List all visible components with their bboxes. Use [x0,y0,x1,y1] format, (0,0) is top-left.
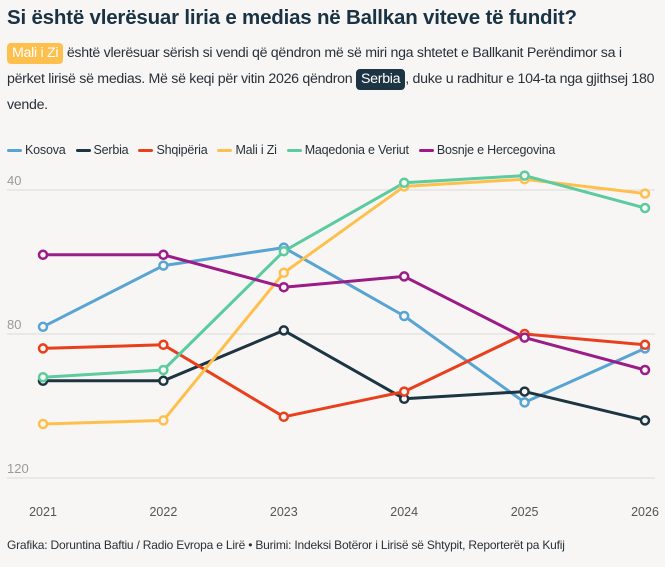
legend: Kosova Serbia Shqipëria Mali i Zi Maqedo… [7,143,555,157]
data-point[interactable] [639,202,651,214]
chart-footer-credit: Grafika: Doruntina Baftiu / Radio Evropa… [7,538,565,552]
data-point[interactable] [158,260,169,271]
legend-item-serbia[interactable]: Serbia [75,143,129,157]
y-tick-label: 80 [7,317,21,332]
legend-swatch [418,148,434,152]
series-line-shqip-ria[interactable] [42,332,646,419]
legend-item-mali-i-zi[interactable]: Mali i Zi [217,143,277,157]
data-point[interactable] [37,418,49,430]
y-axis-ticks: 40 80 120 [7,173,29,476]
series-lines [42,174,646,426]
legend-item-kosova[interactable]: Kosova [7,143,66,157]
data-point[interactable] [639,188,651,199]
x-tick-label: 2021 [29,505,57,519]
series-line-serbia[interactable] [43,328,646,422]
series-points [37,170,651,430]
legend-item-shqiperia[interactable]: Shqipëria [138,143,208,157]
x-axis-ticks: 2021 2022 2023 2024 2025 2026 [29,505,659,519]
data-point[interactable] [519,397,530,408]
legend-label: Shqipëria [156,143,208,157]
data-point[interactable] [398,271,410,282]
data-point[interactable] [398,177,410,189]
line-chart: 40 80 120 2021 2022 2023 2024 2025 2026 [7,170,659,519]
data-point[interactable] [278,325,290,336]
y-tick-label: 120 [7,461,29,476]
data-point[interactable] [519,170,530,181]
data-point[interactable] [278,245,290,257]
chart-title: Si është vlerësuar liria e medias në Bal… [7,6,577,29]
legend-item-bosnje[interactable]: Bosnje e Hercegovina [418,143,556,157]
legend-item-maqedonia[interactable]: Maqedonia e Veriut [286,143,409,157]
series-line-maqedonia-e-veriut[interactable] [42,174,646,379]
legend-swatch [138,148,154,152]
series-line-kosova[interactable] [42,246,646,404]
data-point[interactable] [639,415,651,426]
legend-label: Bosnje e Hercegovina [436,143,556,157]
data-point[interactable] [398,310,410,322]
data-point[interactable] [519,386,530,397]
data-point[interactable] [37,371,49,383]
data-point[interactable] [158,339,169,351]
highlight-serbia: Serbia [356,69,406,90]
data-point[interactable] [519,332,530,343]
legend-swatch [75,148,91,152]
highlight-mali-i-zi: Mali i Zi [7,43,64,64]
data-point[interactable] [37,249,49,261]
series-line-bosnje-e-hercegovina[interactable] [43,253,646,372]
data-point[interactable] [278,411,290,423]
chart-subtitle: Mali i Zi është vlerësuar sërish si vend… [7,40,662,118]
x-tick-label: 2022 [149,505,177,519]
legend-label: Serbia [93,143,129,157]
data-point[interactable] [278,267,290,279]
x-tick-label: 2024 [390,505,418,519]
legend-swatch [286,148,302,152]
x-tick-label: 2023 [270,505,298,519]
subtitle-text-2: , duke u radhitur e 104-ta nga gjithsej … [7,71,655,113]
data-point[interactable] [639,364,651,376]
legend-swatch [217,148,233,152]
data-point[interactable] [158,249,169,261]
gridlines [7,189,655,479]
data-point[interactable] [158,375,169,387]
legend-label: Kosova [25,143,66,157]
legend-label: Maqedonia e Veriut [304,143,409,157]
x-tick-label: 2026 [631,505,659,519]
legend-label: Mali i Zi [235,143,277,157]
data-point[interactable] [639,339,651,351]
data-point[interactable] [37,321,49,333]
data-point[interactable] [278,281,290,293]
y-tick-label: 40 [7,173,21,188]
data-point[interactable] [37,343,49,354]
x-tick-label: 2025 [511,505,539,519]
subtitle-text-1: është vlerësuar sërish si vendi që qëndr… [7,45,622,87]
data-point[interactable] [398,386,410,397]
data-point[interactable] [158,415,169,426]
legend-swatch [7,148,22,152]
data-point[interactable] [158,364,169,376]
